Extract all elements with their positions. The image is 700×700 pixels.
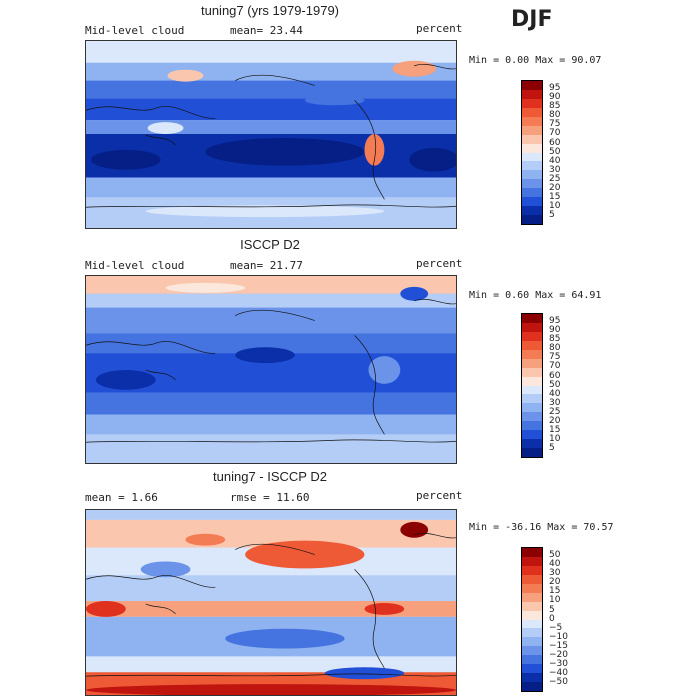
- colorbar-label: −5: [549, 622, 563, 633]
- colorbar-label: 30: [549, 397, 561, 408]
- panel-2-title: ISCCP D2: [240, 237, 300, 252]
- panel-3-map: [85, 509, 457, 696]
- colorbar-label: 20: [549, 182, 561, 193]
- colorbar-label: 70: [549, 128, 561, 139]
- panel-1-minmax: Min = 0.00 Max = 90.07: [469, 55, 602, 66]
- panel-1-mean-label: mean= 23.44: [230, 24, 303, 37]
- panel-1-title: tuning7 (yrs 1979-1979): [200, 3, 340, 18]
- colorbar-label: 0: [549, 613, 555, 624]
- colorbar-label: 10: [549, 433, 561, 444]
- colorbar-label: 85: [549, 334, 561, 345]
- panel-3-mean-label: mean = 1.66: [85, 491, 158, 504]
- colorbar-label: 10: [549, 595, 561, 606]
- panel-2-colorbar-labels: 95 90 85 80 75 70 60 50 40 30 25 20 15 1…: [549, 313, 579, 458]
- colorbar-label: 5: [549, 604, 555, 615]
- colorbar-label: 20: [549, 415, 561, 426]
- colorbar-label: 5: [549, 443, 555, 453]
- colorbar-label: 40: [549, 388, 561, 399]
- colorbar-label: 70: [549, 361, 561, 372]
- panel-2-units-label: percent: [416, 257, 463, 270]
- panel-1-variable-label: Mid-level cloud: [85, 24, 185, 37]
- colorbar-label: 50: [549, 550, 561, 561]
- colorbar-label: 25: [549, 406, 561, 417]
- season-label: DJF: [511, 7, 553, 32]
- panel-3-units-label: percent: [416, 489, 463, 502]
- colorbar-label: −30: [549, 658, 568, 669]
- colorbar-label: 15: [549, 191, 561, 202]
- panel-3-colorbar: [521, 547, 543, 692]
- colorbar-label: −10: [549, 631, 568, 642]
- colorbar-label: 50: [549, 146, 561, 157]
- colorbar-label: 60: [549, 137, 561, 148]
- panel-2-map: [85, 275, 457, 464]
- colorbar-label: −15: [549, 640, 568, 651]
- colorbar-label: −40: [549, 667, 568, 678]
- colorbar-label: −20: [549, 649, 568, 660]
- colorbar-label: 75: [549, 352, 561, 363]
- panel-1-units-label: percent: [416, 22, 463, 35]
- colorbar-label: 90: [549, 325, 561, 336]
- panel-3-rmse-label: rmse = 11.60: [230, 491, 310, 504]
- colorbar-label: 40: [549, 559, 561, 570]
- panel-3-colorbar-labels: 50 40 30 20 15 10 5 0 −5 −10 −15 −20 −30…: [549, 547, 579, 692]
- colorbar-label: 50: [549, 379, 561, 390]
- panel-2-variable-label: Mid-level cloud: [85, 259, 185, 272]
- colorbar-label: 15: [549, 586, 561, 597]
- panel-1-colorbar-labels: 95 90 85 80 75 70 60 50 40 30 25 20 15 1…: [549, 80, 579, 225]
- colorbar-label: 95: [549, 316, 561, 327]
- panel-1-colorbar: [521, 80, 543, 225]
- colorbar-label: 95: [549, 83, 561, 94]
- colorbar-label: 40: [549, 155, 561, 166]
- colorbar-label: 30: [549, 164, 561, 175]
- panel-2-mean-label: mean= 21.77: [230, 259, 303, 272]
- colorbar-label: 85: [549, 101, 561, 112]
- colorbar-label: 90: [549, 92, 561, 103]
- colorbar-label: 5: [549, 210, 555, 220]
- colorbar-label: −50: [549, 677, 568, 687]
- panel-3-minmax: Min = -36.16 Max = 70.57: [469, 522, 614, 533]
- colorbar-label: 80: [549, 110, 561, 121]
- colorbar-label: 15: [549, 424, 561, 435]
- colorbar-label: 20: [549, 577, 561, 588]
- colorbar-label: 60: [549, 370, 561, 381]
- colorbar-label: 10: [549, 200, 561, 211]
- colorbar-label: 80: [549, 343, 561, 354]
- panel-3-title: tuning7 - ISCCP D2: [213, 469, 327, 484]
- panel-2-minmax: Min = 0.60 Max = 64.91: [469, 290, 602, 301]
- colorbar-label: 25: [549, 173, 561, 184]
- panel-1-map: [85, 40, 457, 229]
- colorbar-label: 30: [549, 568, 561, 579]
- colorbar-label: 75: [549, 119, 561, 130]
- panel-2-colorbar: [521, 313, 543, 458]
